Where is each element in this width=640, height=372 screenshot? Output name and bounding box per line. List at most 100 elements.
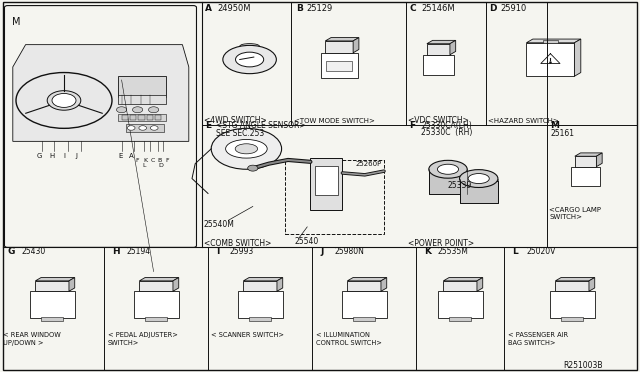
- Ellipse shape: [236, 52, 264, 67]
- Bar: [449, 317, 472, 321]
- Text: 25129: 25129: [306, 4, 332, 13]
- Bar: [140, 281, 173, 291]
- Polygon shape: [13, 45, 189, 141]
- Bar: [249, 317, 271, 321]
- Bar: [438, 291, 483, 318]
- Circle shape: [52, 93, 76, 108]
- Text: <VDC SWITCH>: <VDC SWITCH>: [408, 116, 469, 125]
- Bar: [118, 95, 166, 104]
- Text: F: F: [166, 158, 170, 163]
- Text: B: B: [296, 4, 303, 13]
- Bar: [147, 115, 153, 120]
- Text: K: K: [424, 247, 431, 256]
- Bar: [460, 181, 498, 203]
- Polygon shape: [450, 41, 456, 55]
- Text: 25540: 25540: [294, 237, 319, 246]
- Polygon shape: [575, 39, 581, 76]
- Text: C: C: [410, 4, 416, 13]
- Bar: [285, 160, 384, 234]
- Bar: [118, 76, 166, 97]
- Bar: [321, 53, 358, 78]
- Bar: [134, 291, 179, 318]
- Polygon shape: [69, 278, 75, 291]
- Text: 25260P: 25260P: [355, 161, 381, 167]
- Text: <COMB SWITCH>: <COMB SWITCH>: [204, 238, 271, 247]
- Text: J: J: [320, 247, 323, 256]
- Text: E: E: [118, 153, 122, 159]
- Ellipse shape: [226, 140, 268, 158]
- Text: 25146M: 25146M: [421, 4, 455, 13]
- Bar: [122, 115, 128, 120]
- Text: E: E: [205, 121, 211, 130]
- Polygon shape: [381, 278, 387, 291]
- Ellipse shape: [438, 164, 458, 174]
- Text: < REAR WINDOW: < REAR WINDOW: [3, 332, 61, 338]
- Ellipse shape: [236, 144, 258, 154]
- Bar: [550, 291, 595, 318]
- Text: <HAZARD SWITCH>: <HAZARD SWITCH>: [488, 118, 559, 124]
- Bar: [145, 317, 167, 321]
- Circle shape: [132, 107, 143, 113]
- Text: SEE SEC.253: SEE SEC.253: [216, 129, 264, 138]
- Text: < PASSENGER AIR: < PASSENGER AIR: [508, 332, 568, 338]
- Text: <CARGO LAMP: <CARGO LAMP: [549, 207, 601, 213]
- Text: < ILLUMINATION: < ILLUMINATION: [316, 332, 369, 338]
- Text: 25980N: 25980N: [334, 247, 364, 256]
- Text: C: C: [150, 158, 154, 163]
- Bar: [41, 317, 63, 321]
- Text: L: L: [142, 163, 146, 168]
- Text: 25330CA(LH): 25330CA(LH): [421, 121, 472, 130]
- Text: < SCANNER SWITCH>: < SCANNER SWITCH>: [211, 332, 284, 338]
- Text: 25535M: 25535M: [438, 247, 468, 256]
- Bar: [572, 167, 600, 186]
- Polygon shape: [325, 38, 359, 41]
- Text: <POWER POINT>: <POWER POINT>: [408, 238, 474, 247]
- Bar: [130, 115, 136, 120]
- Text: SWITCH>: SWITCH>: [549, 215, 582, 221]
- Text: D: D: [490, 4, 497, 13]
- Text: 25910: 25910: [500, 4, 527, 13]
- Text: A: A: [205, 4, 212, 13]
- Text: I: I: [216, 247, 219, 256]
- Text: M: M: [550, 121, 559, 130]
- Bar: [543, 40, 557, 43]
- Text: 25161: 25161: [550, 129, 575, 138]
- Bar: [138, 115, 145, 120]
- Bar: [310, 158, 342, 210]
- Text: 25339: 25339: [448, 181, 472, 190]
- Text: G: G: [8, 247, 15, 256]
- Text: <STG ANGLE SENSOR>: <STG ANGLE SENSOR>: [216, 121, 306, 130]
- Text: H: H: [112, 247, 120, 256]
- Ellipse shape: [223, 45, 276, 74]
- Bar: [348, 281, 381, 291]
- Text: G: G: [37, 153, 42, 159]
- Circle shape: [148, 107, 159, 113]
- Bar: [126, 124, 164, 132]
- Text: 25330C  (RH): 25330C (RH): [421, 128, 472, 137]
- Text: SWITCH>: SWITCH>: [108, 340, 139, 346]
- Polygon shape: [444, 278, 483, 281]
- Polygon shape: [35, 278, 75, 281]
- Bar: [326, 61, 352, 71]
- Text: K: K: [144, 158, 148, 163]
- Polygon shape: [477, 278, 483, 291]
- Text: <TOW MODE SWITCH>: <TOW MODE SWITCH>: [294, 118, 375, 124]
- Text: 25020V: 25020V: [526, 247, 556, 256]
- Polygon shape: [427, 41, 456, 44]
- Bar: [423, 55, 454, 75]
- Polygon shape: [243, 278, 283, 281]
- Text: I: I: [63, 153, 65, 159]
- Text: UP/DOWN >: UP/DOWN >: [3, 340, 44, 346]
- Text: 25993: 25993: [230, 247, 254, 256]
- Polygon shape: [353, 38, 359, 53]
- Polygon shape: [277, 278, 283, 291]
- Circle shape: [47, 91, 81, 110]
- Text: CONTROL SWITCH>: CONTROL SWITCH>: [316, 340, 381, 346]
- Bar: [118, 114, 166, 121]
- Bar: [29, 291, 74, 318]
- Bar: [526, 43, 575, 76]
- Polygon shape: [589, 278, 595, 291]
- Bar: [444, 281, 477, 291]
- Text: F: F: [410, 121, 416, 130]
- Text: B: B: [158, 158, 162, 163]
